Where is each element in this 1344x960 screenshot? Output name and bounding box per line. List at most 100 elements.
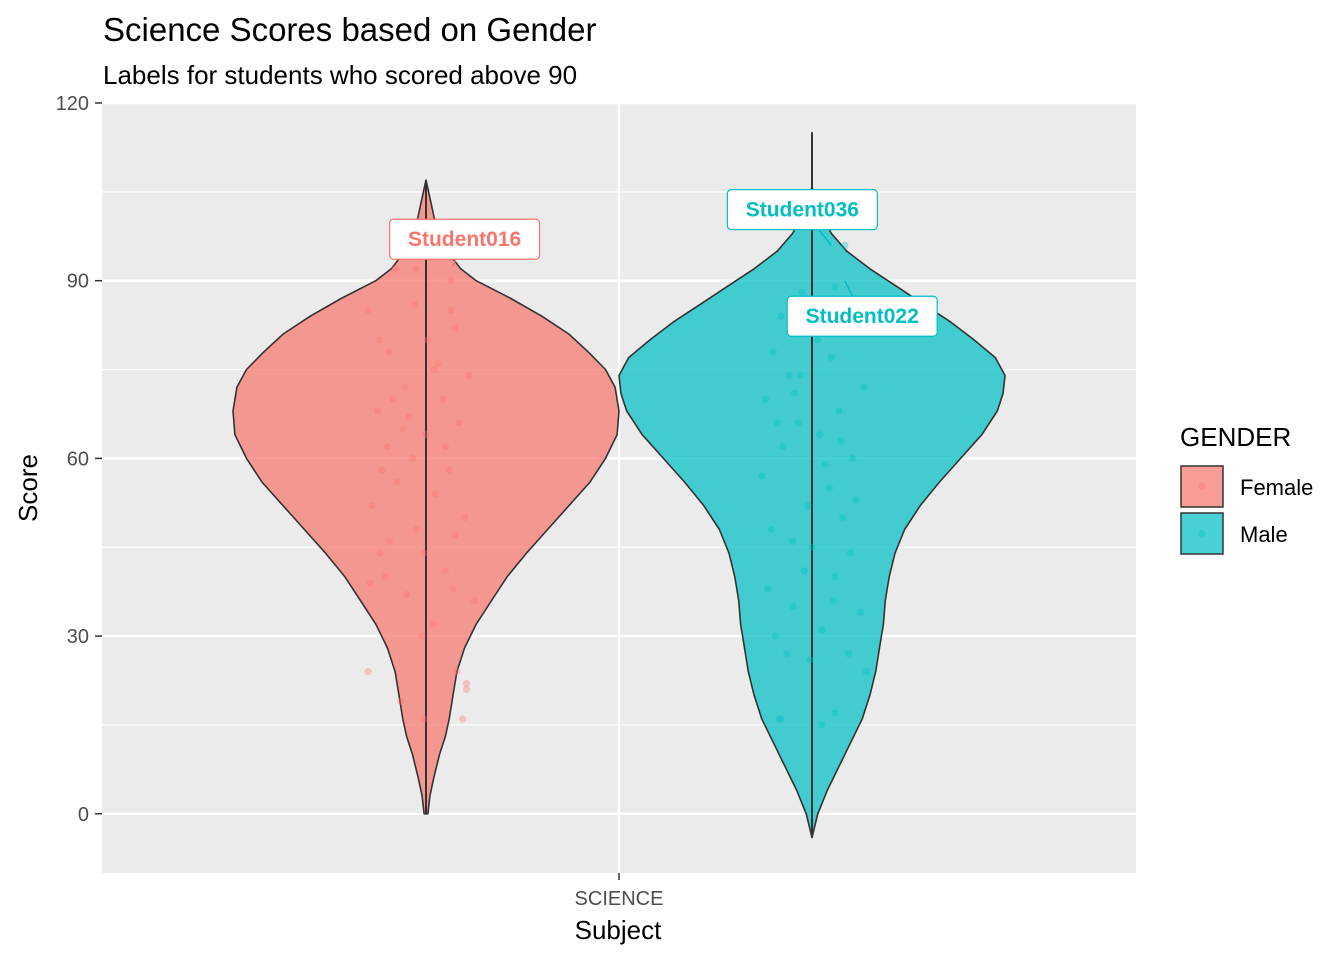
data-point [814, 336, 822, 344]
data-point [821, 460, 830, 468]
data-point [789, 602, 797, 611]
legend-key-point [1198, 529, 1206, 538]
data-point [439, 395, 447, 403]
data-point [430, 620, 438, 628]
data-point [789, 537, 797, 545]
point-labels: Student016 Student036 Student022 [389, 189, 938, 337]
data-point [771, 632, 779, 640]
data-point [401, 383, 409, 391]
data-point [432, 490, 440, 498]
data-point [412, 525, 420, 534]
data-point [798, 288, 807, 297]
label-box [726, 189, 878, 231]
data-point [461, 514, 469, 522]
data-point [405, 413, 413, 421]
data-point [445, 466, 453, 474]
x-tick-label: SCIENCE [575, 888, 664, 910]
legend-title: GENDER [1180, 422, 1291, 452]
data-point [410, 300, 418, 308]
data-point [376, 549, 384, 557]
data-point [777, 715, 785, 723]
data-point [841, 241, 849, 249]
data-point [464, 371, 473, 380]
data-point [418, 632, 426, 640]
data-point [827, 354, 835, 362]
data-point [773, 419, 781, 427]
data-point [794, 419, 803, 427]
data-point [825, 484, 834, 492]
data-point [374, 407, 382, 415]
data-point [447, 277, 455, 285]
legend-label: Female [1240, 475, 1313, 500]
data-point [829, 596, 837, 605]
data-point [762, 395, 770, 403]
data-point [420, 715, 428, 723]
data-point [430, 365, 438, 374]
data-point [785, 371, 793, 380]
label-text: Student022 [806, 305, 919, 328]
data-point [459, 715, 467, 723]
data-point [839, 514, 847, 522]
label-box [786, 295, 938, 337]
data-point [368, 502, 376, 510]
data-point [403, 591, 411, 599]
legend-item-male: Male [1180, 512, 1288, 555]
data-point [441, 442, 449, 451]
data-point [808, 543, 816, 551]
label-text: Student036 [746, 199, 859, 222]
data-point [441, 567, 449, 575]
chart-title: Science Scores based on Gender [103, 11, 596, 48]
data-point [397, 697, 405, 705]
data-point [364, 306, 372, 314]
data-point [453, 668, 461, 676]
data-point [831, 573, 839, 581]
data-point [389, 395, 397, 403]
y-tick-label: 120 [56, 93, 89, 115]
label-text: Student016 [408, 228, 521, 251]
jitter-points [364, 241, 870, 729]
data-point [775, 715, 783, 723]
axes: 0 30 60 90 120 SCIENCE [56, 93, 664, 910]
data-point [779, 442, 787, 451]
data-point [412, 265, 420, 273]
legend-key [1180, 465, 1224, 508]
data-point [783, 650, 791, 658]
data-point [831, 283, 839, 291]
data-point [769, 348, 778, 356]
label-box [389, 218, 541, 260]
data-point [818, 721, 826, 729]
data-point [470, 596, 478, 605]
data-point [434, 360, 442, 368]
data-point [837, 437, 845, 445]
data-point [806, 656, 814, 664]
data-point [800, 567, 808, 575]
data-point [424, 336, 432, 344]
y-tick-label: 60 [67, 448, 89, 470]
data-point [378, 466, 386, 474]
data-point [383, 442, 391, 451]
data-point [852, 496, 861, 504]
data-point [399, 425, 407, 433]
y-tick-label: 30 [67, 626, 89, 648]
data-point [818, 626, 826, 634]
legend-item-female: Female [1180, 465, 1313, 508]
data-point [796, 371, 805, 380]
data-point [408, 454, 417, 462]
data-point [455, 419, 463, 427]
label-student022: Student022 [786, 280, 938, 337]
y-tick-label: 90 [67, 271, 89, 293]
data-point [764, 585, 772, 593]
data-point [420, 549, 428, 557]
data-point [385, 537, 393, 545]
chart-subtitle: Labels for students who scored above 90 [103, 60, 577, 90]
data-point [831, 709, 839, 717]
data-point [462, 679, 471, 688]
data-point [835, 407, 843, 415]
data-point [451, 531, 459, 540]
data-point [847, 549, 855, 557]
data-point [381, 573, 390, 581]
data-point [447, 306, 455, 314]
legend: GENDER Female Male [1180, 422, 1313, 555]
y-axis-title: Score [13, 454, 43, 522]
